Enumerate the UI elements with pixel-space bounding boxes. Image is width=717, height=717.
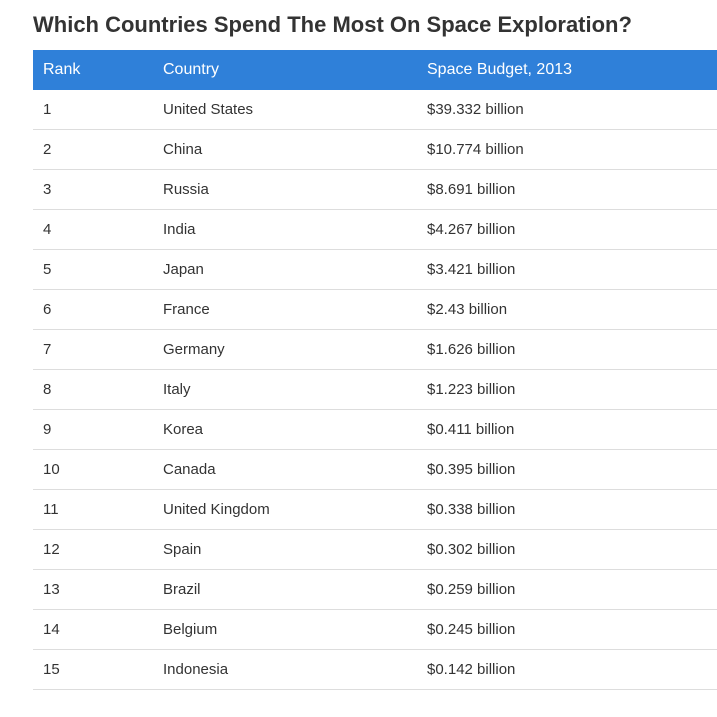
rank-cell: 11	[33, 489, 153, 530]
rank-cell: 1	[33, 90, 153, 130]
country-cell: Indonesia	[153, 649, 417, 690]
country-cell: United States	[153, 90, 417, 130]
space-budget-cell: $39.332 billion	[417, 90, 717, 130]
table-row: 1 United States $39.332 billion	[33, 90, 717, 130]
table-row: 4 India $4.267 billion	[33, 209, 717, 250]
space-budget-cell: $2.43 billion	[417, 289, 717, 330]
table-row: 15 Indonesia $0.142 billion	[33, 649, 717, 690]
header-rank: Rank	[33, 50, 153, 90]
rank-cell: 12	[33, 529, 153, 570]
table-row: 10 Canada $0.395 billion	[33, 449, 717, 490]
space-budget-cell: $0.259 billion	[417, 569, 717, 610]
country-cell: United Kingdom	[153, 489, 417, 530]
rank-cell: 14	[33, 609, 153, 650]
rank-cell: 15	[33, 649, 153, 690]
country-cell: Italy	[153, 369, 417, 410]
space-budget-cell: $0.338 billion	[417, 489, 717, 530]
country-cell: Germany	[153, 329, 417, 370]
table-row: 11 United Kingdom $0.338 billion	[33, 489, 717, 530]
rank-cell: 13	[33, 569, 153, 610]
rank-cell: 10	[33, 449, 153, 490]
table-row: 12 Spain $0.302 billion	[33, 529, 717, 570]
table-row: 13 Brazil $0.259 billion	[33, 569, 717, 610]
rank-cell: 5	[33, 249, 153, 290]
rank-cell: 7	[33, 329, 153, 370]
space-budget-cell: $0.302 billion	[417, 529, 717, 570]
country-cell: Spain	[153, 529, 417, 570]
header-space-budget: Space Budget, 2013	[417, 50, 717, 90]
space-budget-cell: $1.626 billion	[417, 329, 717, 370]
table-body: 1 United States $39.332 billion 2 China $10.7…	[33, 90, 717, 690]
table-row: 3 Russia $8.691 billion	[33, 169, 717, 210]
space-budget-cell: $0.411 billion	[417, 409, 717, 450]
space-budget-cell: $3.421 billion	[417, 249, 717, 290]
space-budget-table: Rank Country Space Budget, 2013 1 United …	[33, 50, 717, 690]
space-budget-cell: $0.245 billion	[417, 609, 717, 650]
country-cell: China	[153, 129, 417, 170]
table-row: 7 Germany $1.626 billion	[33, 329, 717, 370]
rank-cell: 4	[33, 209, 153, 250]
space-budget-cell: $0.142 billion	[417, 649, 717, 690]
rank-cell: 2	[33, 129, 153, 170]
table-row: 6 France $2.43 billion	[33, 289, 717, 330]
country-cell: Korea	[153, 409, 417, 450]
country-cell: Canada	[153, 449, 417, 490]
table-row: 2 China $10.774 billion	[33, 129, 717, 170]
rank-cell: 9	[33, 409, 153, 450]
country-cell: Belgium	[153, 609, 417, 650]
table-row: 9 Korea $0.411 billion	[33, 409, 717, 450]
table-header-row: Rank Country Space Budget, 2013	[33, 50, 717, 90]
page-title: Which Countries Spend The Most On Space …	[33, 12, 632, 37]
table-row: 5 Japan $3.421 billion	[33, 249, 717, 290]
country-cell: Japan	[153, 249, 417, 290]
table-row: 8 Italy $1.223 billion	[33, 369, 717, 410]
country-cell: India	[153, 209, 417, 250]
country-cell: Brazil	[153, 569, 417, 610]
header-country: Country	[153, 50, 417, 90]
space-budget-cell: $1.223 billion	[417, 369, 717, 410]
space-budget-cell: $8.691 billion	[417, 169, 717, 210]
space-budget-cell: $0.395 billion	[417, 449, 717, 490]
country-cell: Russia	[153, 169, 417, 210]
rank-cell: 3	[33, 169, 153, 210]
space-budget-cell: $4.267 billion	[417, 209, 717, 250]
rank-cell: 8	[33, 369, 153, 410]
rank-cell: 6	[33, 289, 153, 330]
space-budget-cell: $10.774 billion	[417, 129, 717, 170]
country-cell: France	[153, 289, 417, 330]
table-row: 14 Belgium $0.245 billion	[33, 609, 717, 650]
